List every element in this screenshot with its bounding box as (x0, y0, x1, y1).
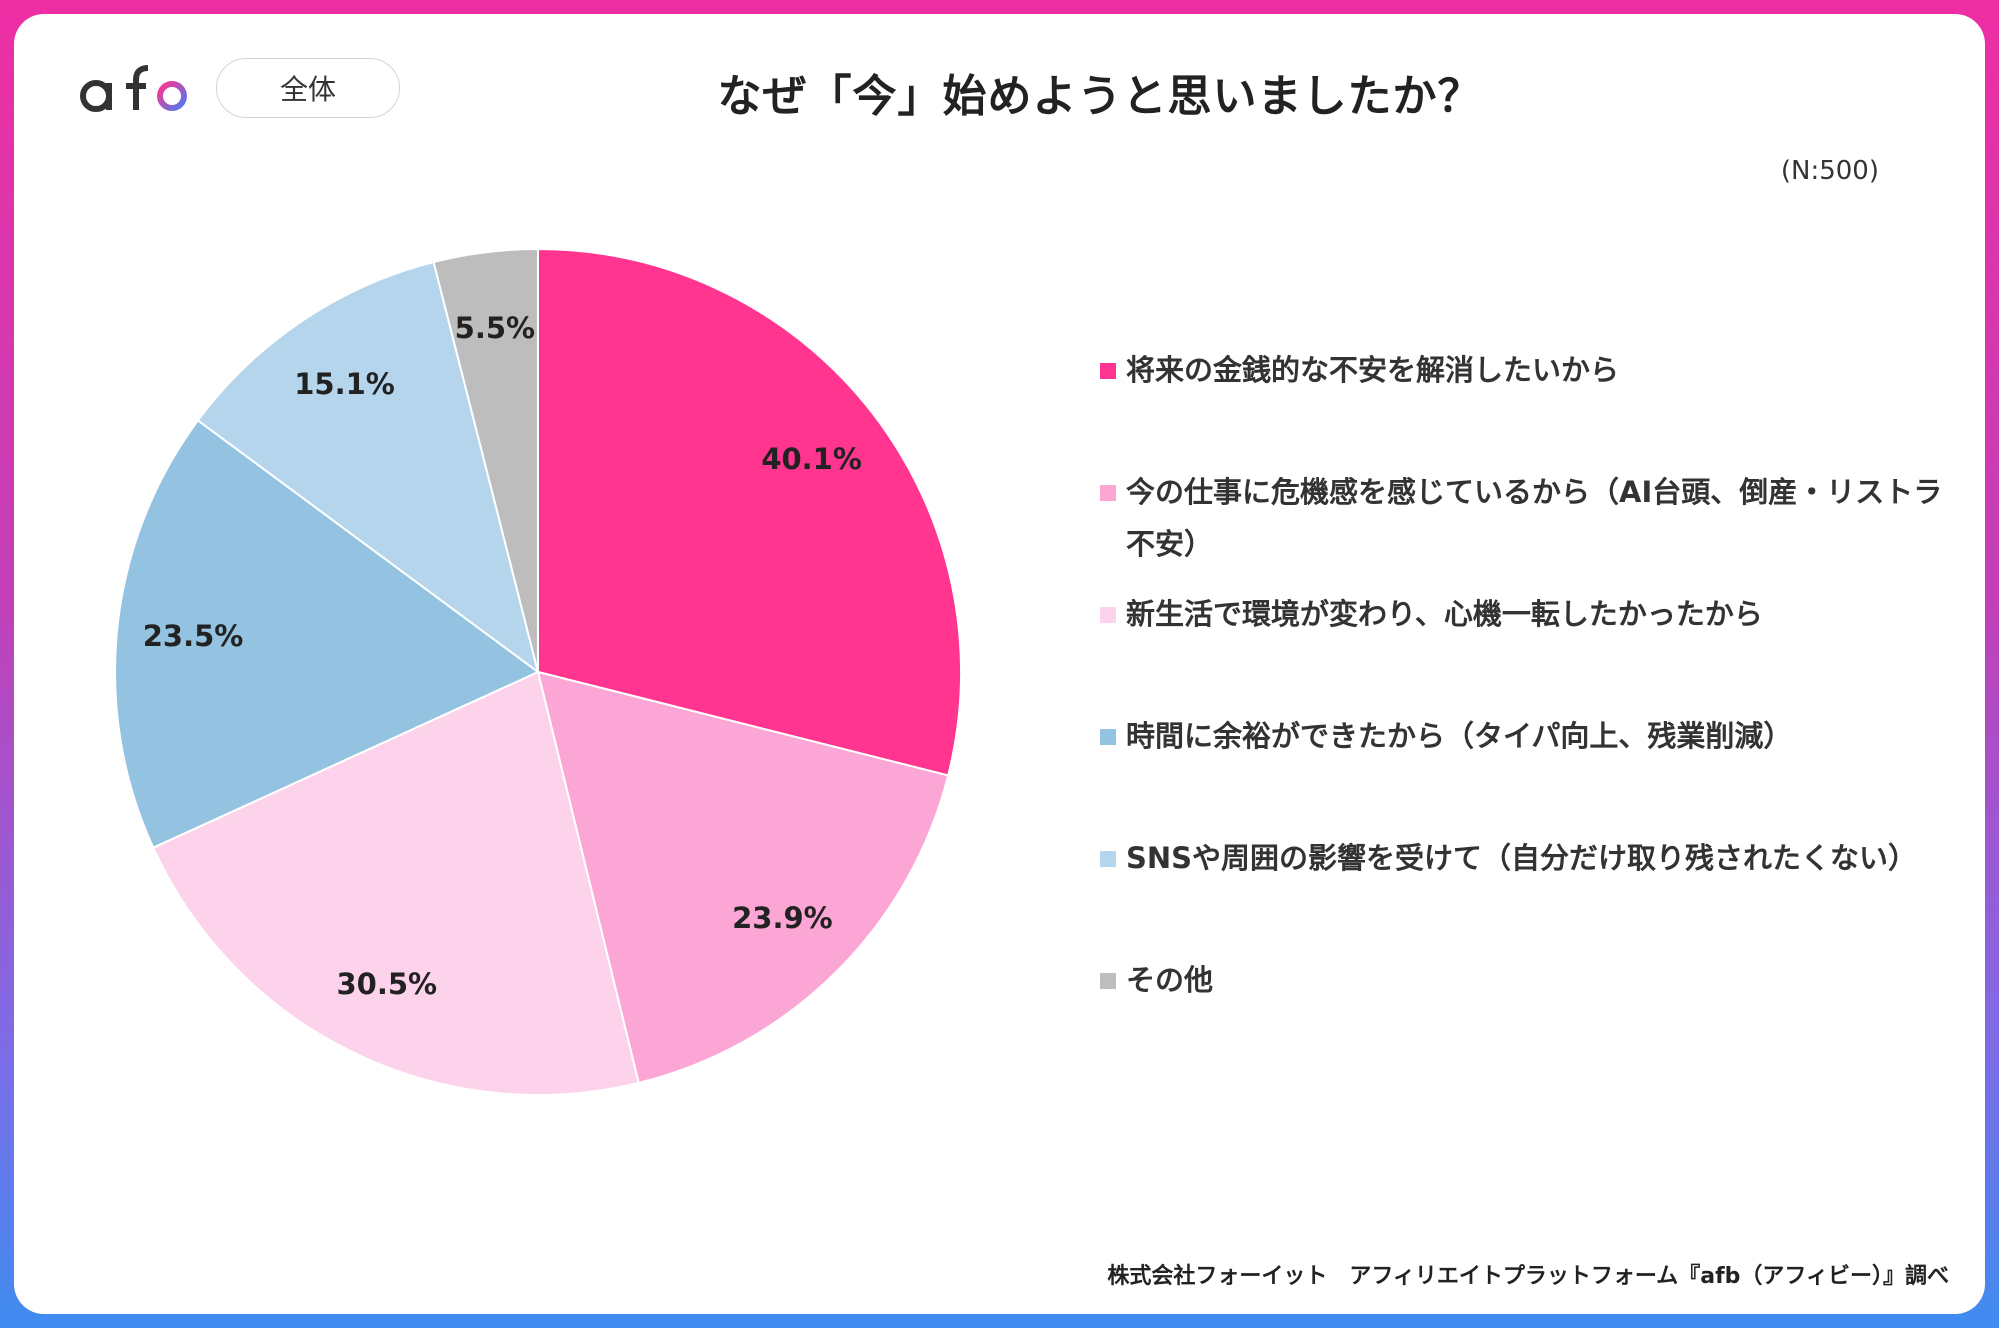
legend-label: 今の仕事に危機感を感じているから（AI台頭、倒産・リストラ不安） (1126, 475, 1943, 561)
slice-data-label-3: 30.5% (336, 967, 437, 1001)
legend-item-4: 時間に余裕ができたから（タイパ向上、残業削減） (1098, 710, 1958, 832)
slice-data-label-2: 23.9% (732, 901, 833, 935)
legend-swatch (1100, 485, 1116, 501)
chart-title: なぜ「今」始めようと思いましたか？ (717, 71, 1483, 122)
segment-badge: 全体 (216, 58, 400, 118)
legend-label: その他 (1126, 963, 1214, 997)
legend-swatch (1100, 363, 1116, 379)
afb-logo (78, 60, 188, 120)
source-credit: 株式会社フォーイット アフィリエイトプラットフォーム『afb（アフィビー）』調べ (1107, 1264, 1949, 1289)
pie-slice-5 (196, 260, 540, 675)
pie-slice-2 (536, 670, 950, 1085)
pie-slice-4 (114, 419, 540, 850)
legend-label: 時間に余裕ができたから（タイパ向上、残業削減） (1126, 719, 1793, 753)
legend-item-1: 将来の金銭的な不安を解消したいから (1098, 344, 1958, 466)
pie-slice-6 (432, 247, 539, 673)
slice-data-label-5: 15.1% (294, 367, 395, 401)
legend-swatch (1100, 851, 1116, 867)
pie-slice-3 (151, 670, 640, 1096)
legend-swatch (1100, 973, 1116, 989)
slice-data-label-6: 5.5% (455, 311, 535, 345)
legend-label: 将来の金銭的な不安を解消したいから (1126, 353, 1620, 387)
legend-swatch (1100, 729, 1116, 745)
slice-data-label-4: 23.5% (143, 619, 244, 653)
sample-size-label: (N:500) (1780, 156, 1879, 186)
legend-label: 新生活で環境が変わり、心機一転したかったから (1126, 597, 1763, 631)
legend-item-3: 新生活で環境が変わり、心機一転したかったから (1098, 588, 1958, 710)
chart-legend: 将来の金銭的な不安を解消したいから今の仕事に危機感を感じているから（AI台頭、倒… (1098, 344, 1958, 1076)
pie-slice-1 (537, 247, 962, 777)
legend-swatch (1100, 607, 1116, 623)
legend-label: SNSや周囲の影響を受けて（自分だけ取り残されたくない） (1126, 841, 1918, 875)
legend-item-6: その他 (1098, 954, 1958, 1076)
legend-item-2: 今の仕事に危機感を感じているから（AI台頭、倒産・リストラ不安） (1098, 466, 1958, 588)
legend-item-5: SNSや周囲の影響を受けて（自分だけ取り残されたくない） (1098, 832, 1958, 954)
slice-data-label-1: 40.1% (761, 442, 862, 476)
